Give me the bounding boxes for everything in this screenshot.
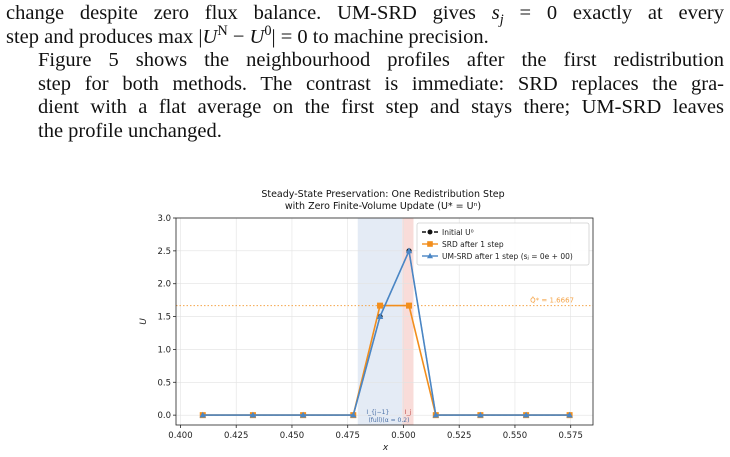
data-point (350, 411, 357, 418)
y-tick-label: 2.5 (157, 247, 171, 257)
y-tick-label: 2.0 (157, 280, 171, 290)
text-run: | = 0 to machine precision. (271, 25, 489, 48)
legend-swatch-marker (427, 229, 433, 235)
x-tick-label: 0.525 (447, 431, 471, 441)
x-tick-label: 0.550 (503, 431, 527, 441)
y-tick-label: 1.0 (157, 345, 171, 355)
math-superscript: N (217, 22, 228, 39)
paper-text: change despite zero flux balance. UM-SRD… (6, 2, 724, 143)
math-symbol: s (491, 2, 500, 24)
text-run: = 0 exactly at every (503, 2, 724, 24)
y-tick-label: 3.0 (157, 214, 171, 224)
paragraph-2: Figure 5 shows the neighbourhood profile… (6, 49, 724, 143)
paragraph-2-line-2: step for both methods. The contrast is i… (38, 72, 724, 95)
data-point (299, 411, 307, 418)
data-point (566, 411, 573, 418)
y-tick-label: 0.5 (157, 378, 171, 388)
paragraph-2-line-4: the profile unchanged. (38, 119, 222, 142)
x-tick-label: 0.400 (168, 431, 192, 441)
data-point (199, 411, 206, 418)
data-point (405, 247, 413, 254)
legend-swatch-marker (427, 252, 433, 259)
data-point (432, 411, 439, 418)
plot-frame (175, 217, 594, 426)
paragraph-1-line-2: step and produces max |UN − U0| = 0 to m… (6, 22, 724, 50)
series-line-2 (202, 248, 570, 416)
paragraph-1-line-1: change despite zero flux balance. UM-SRD… (6, 2, 724, 29)
legend-label: UM-SRD after 1 step (sⱼ = 0e + 00) (442, 252, 573, 261)
x-tick-label: 0.575 (559, 431, 583, 441)
legend-label: SRD after 1 step (442, 240, 504, 249)
text-run: change despite zero flux balance. UM-SRD… (6, 2, 492, 24)
cell-label-current: I_j (405, 409, 412, 416)
data-point (477, 411, 484, 418)
data-point (376, 313, 384, 319)
legend-box (416, 222, 590, 266)
x-tick-label: 0.500 (391, 431, 415, 441)
text-run: − (227, 25, 250, 48)
data-point (406, 302, 413, 309)
x-tick-label: 0.450 (280, 431, 304, 441)
math-symbol: U (202, 25, 218, 48)
math-superscript: 0 (264, 22, 272, 39)
x-axis-label: x (382, 443, 389, 453)
legend-label: Initial U⁰ (442, 228, 474, 237)
legend-swatch-marker (427, 241, 433, 247)
data-point (377, 302, 384, 309)
y-tick-label: 0.0 (157, 411, 171, 421)
math-symbol: U (249, 25, 265, 48)
figure-chart: Steady-State Preservation: One Redistrib… (139, 189, 594, 453)
text-run: step and produces max | (6, 25, 203, 48)
math-subscript: j (499, 12, 504, 29)
shaded-region-0 (357, 218, 403, 425)
x-tick-label: 0.425 (224, 431, 248, 441)
paragraph-2-line-1: Figure 5 shows the neighbourhood profile… (38, 49, 724, 71)
chart-title-line-1: Steady-State Preservation: One Redistrib… (261, 189, 504, 200)
y-axis-label: U (139, 318, 149, 325)
data-point (522, 411, 530, 418)
paragraph-2-line-3: dient with a flat average on the first s… (38, 96, 724, 118)
paragraph-1: change despite zero flux balance. UM-SRD… (6, 2, 724, 49)
reference-hline-label: Q̂* = 1.6667 (530, 296, 574, 304)
y-tick-label: 1.5 (157, 313, 171, 323)
chart-title-line-2: with Zero Finite-Volume Update (U* = Uⁿ) (285, 201, 481, 212)
x-tick-label: 0.475 (336, 431, 360, 441)
shaded-region-1 (402, 218, 414, 425)
cell-label-prev: I_{j−1} (366, 409, 389, 416)
cell-label-note: (full)(α = 0.2) (368, 417, 409, 424)
data-point (249, 411, 257, 418)
